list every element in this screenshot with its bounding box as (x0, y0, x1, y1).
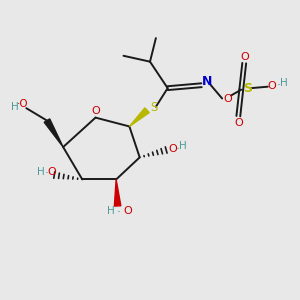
Text: ·: · (277, 79, 281, 92)
Text: ·: · (176, 143, 179, 156)
Polygon shape (129, 108, 149, 126)
Text: O: O (168, 144, 177, 154)
Text: S: S (243, 82, 252, 95)
Polygon shape (44, 119, 63, 147)
Text: ·O: ·O (17, 99, 28, 109)
Text: O: O (240, 52, 249, 62)
Text: H: H (178, 141, 186, 151)
Text: N: N (202, 75, 213, 88)
Text: H: H (280, 78, 288, 88)
Text: H: H (37, 167, 45, 177)
Text: O: O (92, 106, 100, 116)
Text: O: O (223, 94, 232, 104)
Polygon shape (114, 179, 121, 206)
Text: O: O (235, 118, 243, 128)
Text: H: H (107, 206, 115, 216)
Text: S: S (150, 101, 157, 114)
Text: O: O (123, 206, 132, 216)
Text: ·: · (45, 167, 49, 180)
Text: H: H (11, 102, 19, 112)
Text: ·: · (117, 206, 121, 219)
Text: O: O (268, 81, 277, 91)
Text: O: O (48, 167, 56, 177)
